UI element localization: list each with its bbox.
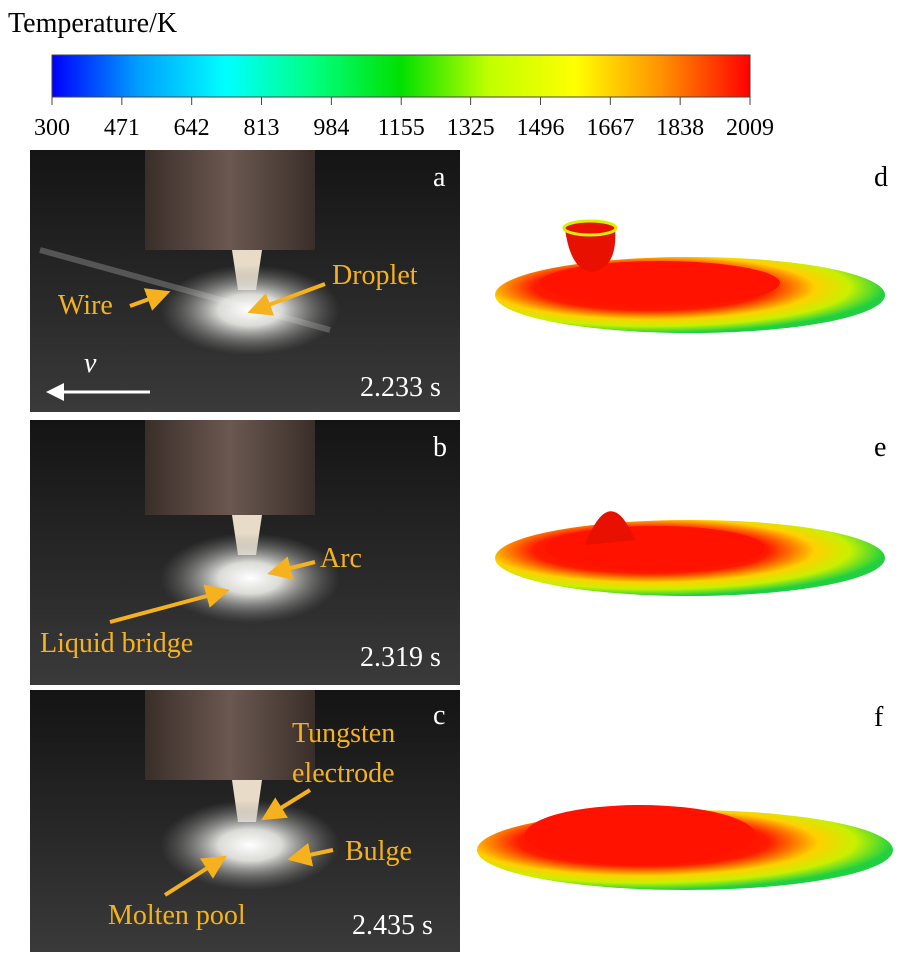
velocity-label: v — [84, 348, 97, 379]
annotation: electrode — [292, 758, 395, 789]
panel-label: b — [433, 432, 447, 463]
simulation-f: f — [477, 702, 893, 890]
tick-label: 1325 — [447, 115, 495, 141]
time-label: 2.319 s — [360, 642, 441, 673]
annotation: Arc — [320, 543, 362, 574]
tick-label: 642 — [174, 115, 210, 141]
annotation: Liquid bridge — [40, 628, 193, 659]
tick-label: 813 — [244, 115, 280, 141]
tick-label: 1838 — [656, 115, 704, 141]
panel-label: f — [874, 702, 884, 733]
tick-label: 1496 — [516, 115, 564, 141]
time-label: 2.233 s — [360, 372, 441, 403]
tick-label: 984 — [313, 115, 349, 141]
tick-label: 1155 — [378, 115, 425, 141]
annotation: Bulge — [345, 836, 412, 867]
tick-label: 2009 — [726, 115, 774, 141]
simulation-d: d — [495, 162, 888, 333]
photo-b: b Arc Liquid bridge 2.319 s — [30, 420, 460, 685]
panel-label: d — [874, 162, 888, 193]
simulation-e: e — [495, 432, 886, 596]
colorbar — [51, 54, 751, 98]
annotation: Wire — [58, 290, 113, 321]
annotation: Tungsten — [292, 718, 395, 749]
photo-c: c Tungsten electrode Bulge Molten pool 2… — [30, 690, 460, 952]
panel-label: e — [874, 432, 886, 463]
panel-label: a — [433, 162, 446, 193]
annotation: Molten pool — [108, 900, 246, 931]
time-label: 2.435 s — [352, 910, 433, 941]
tick-label: 471 — [104, 115, 140, 141]
panel-label: c — [433, 700, 445, 731]
photo-a: a Wire Droplet v 2.233 s — [30, 150, 460, 412]
annotation: Droplet — [332, 260, 418, 291]
tick-label: 1667 — [586, 115, 634, 141]
colorbar-title: Temperature/K — [8, 8, 177, 39]
tick-label: 300 — [34, 115, 70, 141]
colorbar-ticks: 300 471 642 813 984 1155 1325 1496 1667 1838 2009 — [34, 97, 774, 141]
